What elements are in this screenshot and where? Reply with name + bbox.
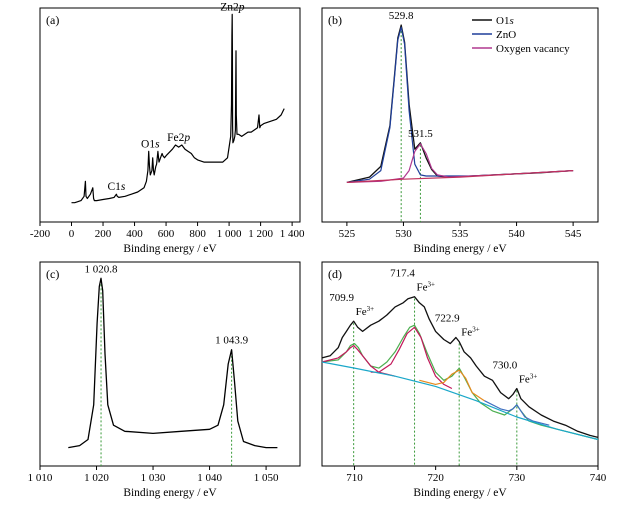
series-line-zno [346,26,574,183]
x-tick-label: 720 [427,472,444,484]
peak-label: C1s [107,181,125,193]
peak-label: 730.0 [492,359,517,371]
x-tick-label: 525 [339,228,356,240]
x-axis-label: Binding energy / eV [123,243,217,255]
peak-label: 717.4 [390,268,415,280]
x-tick-label: -200 [30,228,51,240]
peak-label: 531.5 [408,128,433,140]
x-tick-label: 710 [346,472,363,484]
legend-entry: Oxygen vacancy [496,43,570,55]
series-line-peak1 [321,345,396,377]
x-tick-label: 1 050 [254,472,279,484]
peak-label: 1 020.8 [85,263,119,275]
x-tick-label: 1 020 [84,472,109,484]
panel-b: (b) 525 530 535 540 545 Binding energy / eV 529… [321,7,599,255]
x-tick-label: 540 [508,228,525,240]
series-line-peak3 [419,369,485,402]
x-axis-label: Binding energy / eV [413,243,507,255]
panel-a: (a) -200 0 200 400 600 800 1 000 1 200 1 400 Bindi… [30,1,305,255]
x-tick-label: 1 000 [217,228,242,240]
peak-label: Fe2p [167,132,190,144]
plot-frame [39,261,301,467]
x-tick-label: 1 200 [248,228,273,240]
x-tick-label: 1 030 [141,472,166,484]
series-line-3 [346,170,574,183]
x-tick-label: 730 [509,472,526,484]
x-tick-label: 740 [590,472,607,484]
legend-entry: ZnO [496,29,516,41]
series-line-raw [321,296,599,439]
x-axis-label: Binding energy / eV [413,487,507,499]
panel-c: (c) 1 010 1 020 1 030 1 040 1 050 Binding ener… [28,261,301,499]
peak-label: 1 043.9 [215,335,249,347]
x-tick-label: 800 [189,228,206,240]
ion-label: Fe3+ [417,281,436,294]
panel-label: (b) [328,13,342,27]
peak-label: Zn2p [220,1,245,13]
x-tick-label: 530 [395,228,412,240]
plot-frame [321,7,599,223]
series-line-peak2 [370,326,453,390]
peak-label: 709.9 [329,292,354,304]
series-line-peak4 [484,400,550,426]
series-line-0 [71,13,285,204]
series-line-0 [68,277,278,449]
x-tick-label: 200 [95,228,112,240]
x-tick-label: 0 [69,228,75,240]
ion-label: Fe3+ [519,372,538,385]
panel-label: (c) [46,267,59,281]
x-axis-label: Binding energy / eV [123,487,217,499]
plot-frame [39,7,301,223]
peak-label: 529.8 [389,10,414,22]
x-tick-label: 600 [158,228,175,240]
panel-label: (d) [328,267,342,281]
series-line-background [321,361,599,441]
plot-frame [321,261,599,467]
x-tick-label: 1 010 [28,472,53,484]
ion-label: Fe3+ [461,326,480,339]
x-tick-label: 545 [565,228,582,240]
x-tick-label: 400 [126,228,143,240]
peak-label: 722.9 [435,313,460,325]
legend-entry: O1s [496,15,514,27]
panel-label: (a) [46,13,59,27]
peak-label: O1s [141,138,160,150]
x-tick-label: 1 400 [280,228,305,240]
ion-label: Fe3+ [356,305,375,318]
x-tick-label: 1 040 [197,472,222,484]
x-tick-label: 535 [452,228,469,240]
